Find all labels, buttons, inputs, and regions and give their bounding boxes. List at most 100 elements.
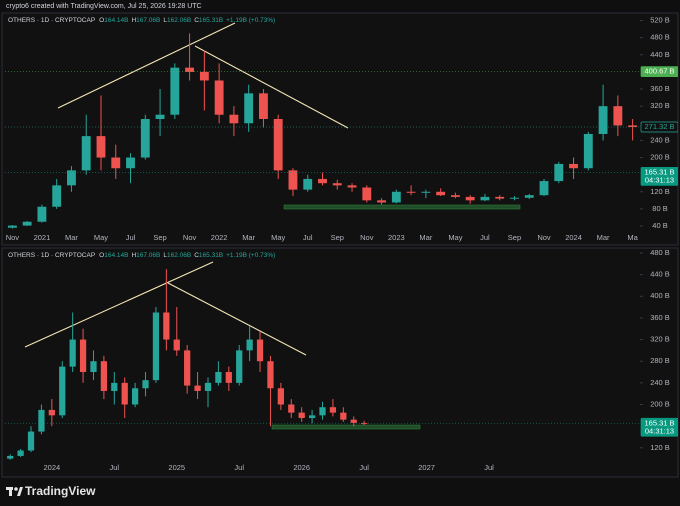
x-tick-label: Sep [331,233,344,242]
candle-body [362,187,372,201]
x-tick-label: Jul [303,233,313,242]
x-tick-label: Jul [234,463,244,472]
y-tick-label: 280 B [650,356,670,365]
price-label: 400.67 B [644,67,674,76]
candle-body [199,71,209,81]
candle-body [225,372,232,383]
candle-body [81,136,91,171]
legend: OTHERS · 1D · CRYPTOCAP O164.14B H167.06B L… [8,17,275,24]
countdown: 04:31:13 [645,175,674,184]
chart-area: 480 B 440 B 400 B 360 B 320 B 280 B 240 B 200 B… [5,248,678,472]
candle-body [7,455,14,459]
candle-body [170,67,180,115]
candle-body [288,170,298,190]
y-tick-label: 240 B [650,135,670,144]
candle-body [142,380,149,389]
ohlc-key: L [163,252,167,259]
candle-body [79,339,87,373]
y-tick-label: 120 B [650,443,670,452]
candle-body [37,206,47,222]
x-tick-label: Ma [627,233,638,242]
candle-body [256,339,264,362]
candle-body [267,361,274,389]
y-tick-label: 400 B [650,291,670,300]
x-tick-label: 2027 [418,463,435,472]
candle-body [465,196,475,201]
ohlc-value: 162.06B [167,17,191,24]
candle-body [539,181,549,196]
candle-body [391,191,401,203]
candle-body [121,382,128,405]
x-tick-label: Nov [537,233,551,242]
candle-body [406,191,416,193]
y-tick-label: 480 B [650,248,670,257]
price-label-box [640,167,678,186]
x-tick-label: Mar [242,233,255,242]
candle-body [273,119,283,171]
brand-logo [6,487,23,496]
ohlc-value: 165.31B [199,17,223,24]
y-tick-label: 200 B [650,153,670,162]
candle-body [59,366,66,416]
trend-line [24,261,214,348]
x-tick-label: 2026 [293,463,310,472]
candle-body [185,67,195,72]
x-tick-label: Jul [126,233,136,242]
x-tick-label: Sep [153,233,166,242]
candle-body [17,450,24,456]
symbol: OTHERS · 1D · CRYPTOCAP [8,252,95,259]
candle-body [303,178,313,190]
x-tick-label: Mar [597,233,610,242]
ohlc-value: 162.06B [167,252,191,259]
price-label: 165.31 B [644,167,674,176]
x-tick-label: Jul [484,463,494,472]
candle-body [90,361,97,373]
y-tick-label: 80 B [652,204,667,213]
candle-body [347,185,357,188]
candle-body [215,372,222,383]
candle-body [126,157,135,169]
price-label: 165.31 B [644,418,674,427]
candle-body [48,409,55,416]
candle-body [598,106,608,134]
price-label: 271.32 B [644,122,674,131]
ohlc-key: L [163,17,167,24]
y-tick-label: 320 B [650,335,670,344]
candle-body [38,409,45,432]
candle-body [628,125,638,127]
x-tick-label: May [271,233,285,242]
x-tick-label: Mar [65,233,78,242]
candle-body [96,136,106,158]
candle-body [583,133,593,169]
candle-body [277,388,284,405]
candle-body [7,225,17,228]
candle-body [69,339,76,367]
ohlc-key: C [194,17,199,24]
ohlc-key: H [131,17,136,24]
ohlc-value: 165.31B [199,252,223,259]
candle-body [350,419,357,423]
header: crypto6 created with TradingView.com, Ju… [6,3,202,10]
change: +1.19B (+0.73%) [226,17,275,24]
candle-body [259,93,268,120]
y-tick-label: 320 B [650,101,670,110]
candle-body [22,221,32,226]
candle-body [111,157,121,169]
x-tick-label: Nov [6,233,20,242]
candle-body [132,388,139,405]
candle-body [184,350,191,386]
candle-body [450,195,460,197]
trend-line [167,282,307,356]
candle-body [111,382,118,391]
legend: OTHERS · 1D · CRYPTOCAP O164.14B H167.06B L… [8,252,275,259]
candle-body [52,185,62,207]
candle-body [173,339,180,351]
y-tick-label: 520 B [650,16,670,25]
price-label-box [640,66,678,77]
trend-line [194,45,349,129]
candle-body [288,404,295,413]
ohlc-value: 167.06B [136,252,160,259]
candle-body [100,361,108,391]
x-tick-label: 2022 [211,233,228,242]
